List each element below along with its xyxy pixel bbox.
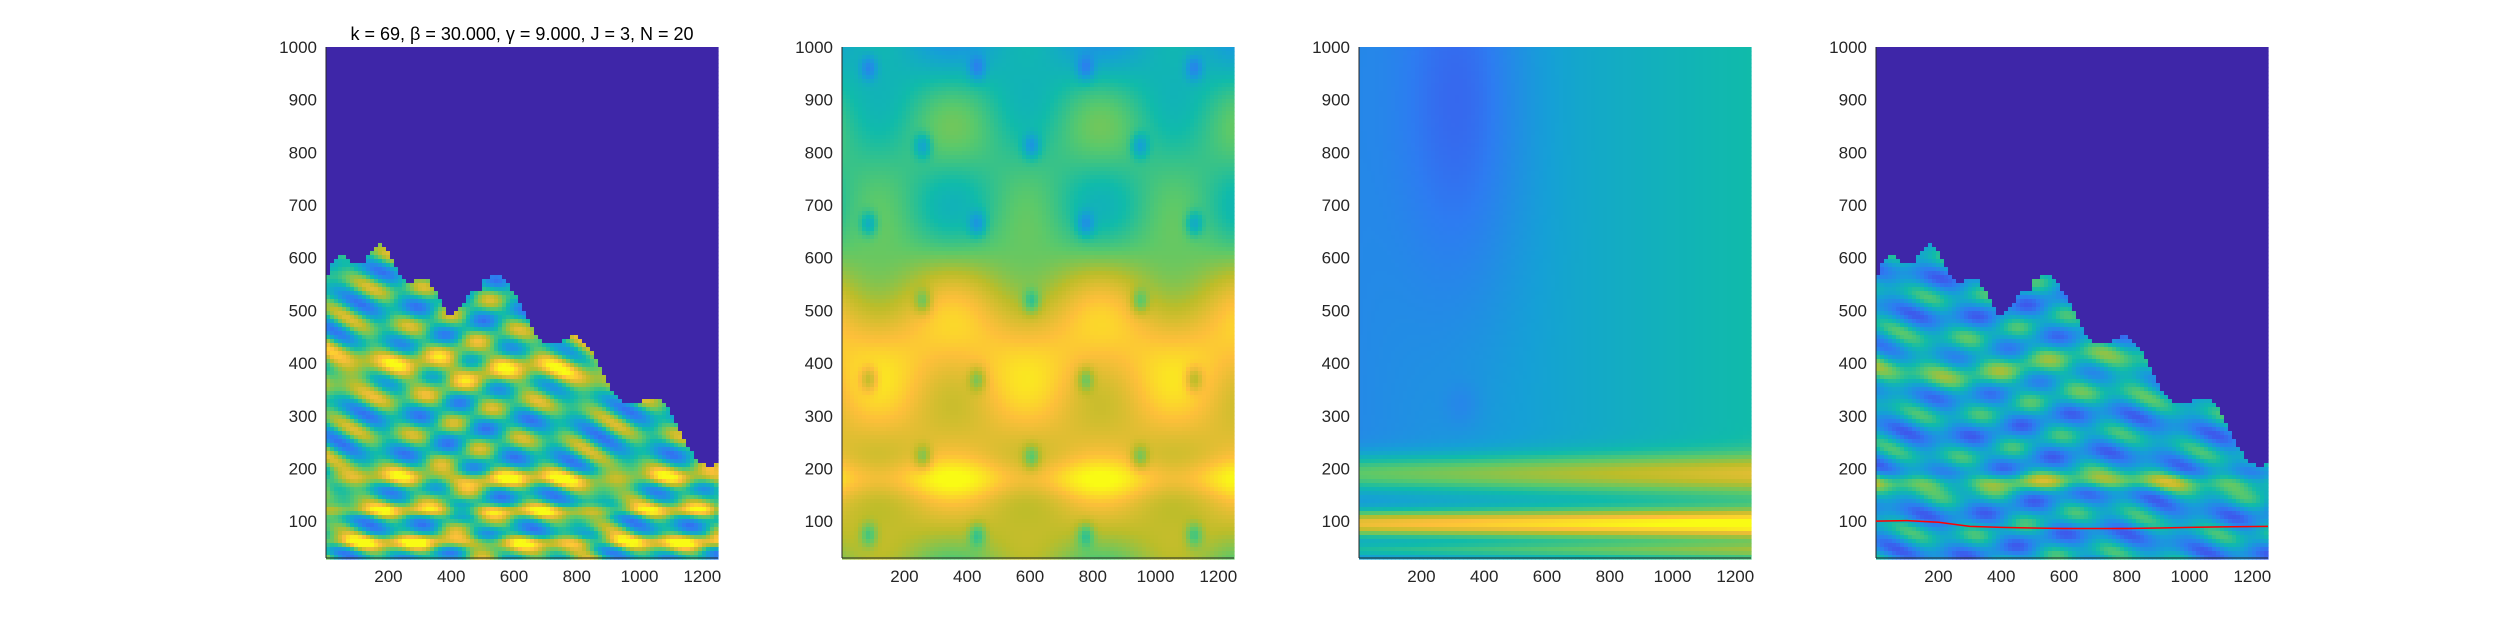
x-tick-label: 800 (1596, 567, 1624, 586)
y-tick-label: 1000 (1312, 38, 1350, 57)
y-tick-label: 900 (1839, 91, 1867, 110)
x-tick-label: 600 (500, 567, 528, 586)
y-tick-label: 200 (1839, 459, 1867, 478)
ridge-curve (1875, 519, 2269, 530)
y-tick-label: 1000 (279, 38, 317, 57)
x-tick-label: 1200 (2233, 567, 2271, 586)
y-tick-label: 500 (1322, 301, 1350, 320)
x-tick-label: 200 (1407, 567, 1435, 586)
y-tick-label: 200 (805, 459, 833, 478)
x-tick-label: 1200 (1716, 567, 1754, 586)
y-tick-label: 900 (805, 91, 833, 110)
y-tick-label: 900 (289, 91, 317, 110)
y-tick-label: 400 (805, 354, 833, 373)
x-tick-label: 600 (1016, 567, 1044, 586)
y-tick-label: 1000 (1829, 38, 1867, 57)
y-tick-label: 400 (1322, 354, 1350, 373)
y-tick-label: 600 (1839, 249, 1867, 268)
x-tick-label: 1000 (1137, 567, 1175, 586)
x-tick-label: 800 (2113, 567, 2141, 586)
y-tick-label: 200 (289, 459, 317, 478)
y-tick-label: 300 (805, 407, 833, 426)
y-tick-label: 700 (289, 196, 317, 215)
x-tick-label: 800 (563, 567, 591, 586)
x-tick-label: 200 (890, 567, 918, 586)
y-tick-label: 100 (1322, 512, 1350, 531)
y-tick-label: 600 (805, 249, 833, 268)
y-tick-label: 800 (1839, 143, 1867, 162)
y-tick-label: 400 (1839, 354, 1867, 373)
y-tick-label: 600 (289, 249, 317, 268)
y-tick-label: 500 (289, 301, 317, 320)
x-tick-label: 600 (1533, 567, 1561, 586)
y-tick-label: 100 (805, 512, 833, 531)
x-tick-label: 1000 (621, 567, 659, 586)
y-tick-label: 800 (289, 143, 317, 162)
y-tick-label: 300 (1322, 407, 1350, 426)
x-tick-label: 1200 (683, 567, 721, 586)
x-tick-label: 400 (1987, 567, 2015, 586)
x-tick-label: 1000 (1654, 567, 1692, 586)
heatmap-panel-2: 100 200 300 400 500 600 700 800 900 1000 200 400 600… (795, 38, 1237, 586)
heatmap-image (842, 47, 1235, 560)
x-tick-label: 800 (1079, 567, 1107, 586)
heatmap-panel-1: 100 200 300 400 500 600 700 800 900 1000 200 400 600… (279, 24, 721, 586)
y-tick-label: 500 (805, 301, 833, 320)
x-tick-label: 200 (374, 567, 402, 586)
y-tick-label: 500 (1839, 301, 1867, 320)
x-tick-label: 1000 (2171, 567, 2209, 586)
y-tick-label: 800 (805, 143, 833, 162)
x-tick-label: 200 (1924, 567, 1952, 586)
chart-title: k = 69, β = 30.000, γ = 9.000, J = 3, N … (350, 24, 693, 44)
y-tick-label: 700 (1322, 196, 1350, 215)
y-tick-label: 800 (1322, 143, 1350, 162)
y-tick-label: 700 (1839, 196, 1867, 215)
y-tick-label: 100 (289, 512, 317, 531)
y-tick-label: 1000 (795, 38, 833, 57)
y-tick-label: 100 (1839, 512, 1867, 531)
heatmap-panel-4: 100 200 300 400 500 600 700 800 900 1000 200 400 600… (1829, 38, 2271, 586)
heatmap-image (1876, 47, 2269, 560)
x-tick-label: 600 (2050, 567, 2078, 586)
x-tick-label: 400 (437, 567, 465, 586)
heatmap-image (326, 47, 719, 560)
heatmap-image (1359, 47, 1752, 560)
y-tick-label: 300 (289, 407, 317, 426)
x-tick-label: 400 (1470, 567, 1498, 586)
y-tick-label: 300 (1839, 407, 1867, 426)
y-tick-label: 700 (805, 196, 833, 215)
x-tick-label: 1200 (1199, 567, 1237, 586)
x-tick-label: 400 (953, 567, 981, 586)
y-tick-label: 200 (1322, 459, 1350, 478)
y-tick-label: 600 (1322, 249, 1350, 268)
y-tick-label: 400 (289, 354, 317, 373)
heatmap-panel-3: 100 200 300 400 500 600 700 800 900 1000 200 400 600… (1312, 38, 1754, 586)
y-tick-label: 900 (1322, 91, 1350, 110)
